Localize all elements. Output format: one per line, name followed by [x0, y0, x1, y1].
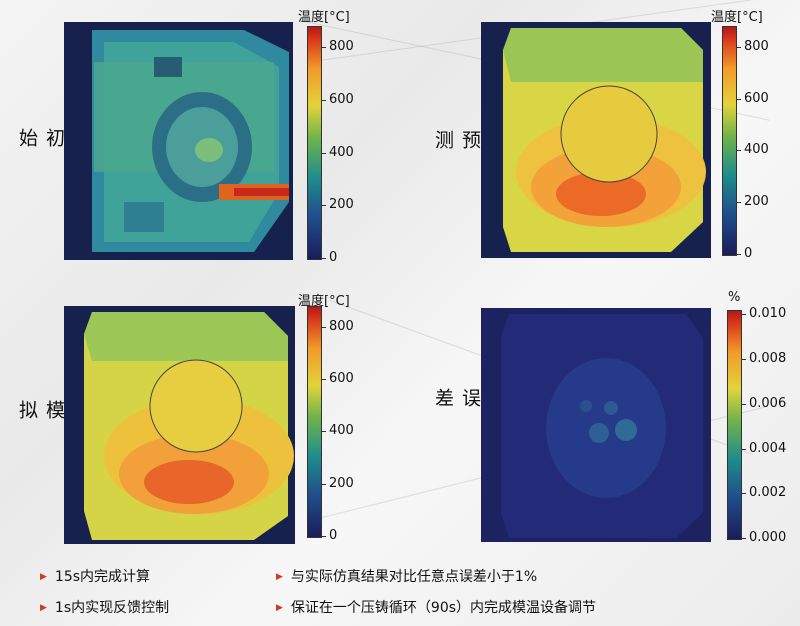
- note-text: 与实际仿真结果对比任意点误差小于1%: [290, 569, 538, 585]
- colorbar-tick-label: 0: [744, 246, 753, 261]
- colorbar-tick-label: 0: [329, 250, 338, 265]
- colorbar-tick-label: 600: [329, 371, 354, 387]
- colorbar: [727, 310, 742, 540]
- colorbar-tick-label: 200: [744, 194, 769, 210]
- heatmap-predicted-svg: [503, 28, 706, 252]
- colorbar-tick-mark: [322, 152, 326, 154]
- heat-region: [503, 28, 703, 82]
- heatmap-relative-error: [481, 308, 711, 542]
- hot-runner-core: [234, 188, 289, 196]
- error-spot: [604, 401, 618, 415]
- colorbar-unit: 温度[°C]: [298, 294, 350, 309]
- panel-label: 模拟: [16, 400, 65, 423]
- bullet-triangle-icon: ▶: [40, 572, 47, 582]
- note-text: 15s内完成计算: [54, 569, 151, 585]
- error-spot: [580, 400, 592, 412]
- colorbar-tick-label: 0.006: [749, 395, 787, 411]
- colorbar-tick-label: 0.004: [749, 440, 787, 456]
- colorbar-tick-label: 400: [329, 144, 354, 160]
- colorbar-tick-mark: [742, 538, 746, 539]
- colorbar-tick-label: 0.008: [749, 351, 787, 367]
- panel-label: 初始: [16, 128, 65, 151]
- colorbar-tick-mark: [322, 258, 326, 259]
- colorbar-tick-label: 200: [329, 475, 354, 491]
- colorbar-tick-label: 800: [744, 38, 769, 54]
- colorbar-tick-mark: [737, 46, 741, 48]
- note-item: ▶ 与实际仿真结果对比任意点误差小于1%: [276, 566, 537, 586]
- colorbar-tick-mark: [322, 205, 326, 207]
- colorbar-tick-label: 800: [329, 39, 354, 55]
- note-item: ▶ 1s内实现反馈控制: [40, 597, 169, 617]
- colorbar-tick-mark: [742, 314, 746, 316]
- colorbar-tick-mark: [322, 483, 326, 485]
- error-spot: [615, 419, 637, 441]
- heatmap-initial-svg: [92, 30, 289, 252]
- hot-zone: [144, 460, 234, 504]
- colorbar-tick-mark: [742, 448, 746, 450]
- bullet-triangle-icon: ▶: [40, 603, 47, 613]
- colorbar-tick-mark: [737, 150, 741, 152]
- colorbar-tick-label: 0: [329, 528, 338, 543]
- colorbar-tick-mark: [742, 403, 746, 405]
- colorbar-tick-mark: [742, 359, 746, 361]
- colorbar-tick-mark: [737, 202, 741, 204]
- heat-region: [84, 312, 288, 361]
- colorbar-tick-mark: [322, 326, 326, 328]
- colorbar-unit: %: [728, 290, 741, 305]
- colorbar: [307, 306, 322, 538]
- colorbar-tick-label: 0.002: [749, 485, 787, 501]
- heatmap-simulated: [64, 306, 295, 544]
- colorbar-tick-mark: [322, 431, 326, 433]
- casting-hub: [195, 138, 223, 162]
- colorbar: [307, 26, 322, 260]
- colorbar-tick-label: 0.000: [749, 530, 787, 545]
- heatmap-simulated-svg: [84, 312, 294, 540]
- colorbar-tick-label: 200: [329, 197, 354, 213]
- note-text: 1s内实现反馈控制: [54, 600, 170, 616]
- note-text: 保证在一个压铸循环（90s）内完成模温设备调节: [290, 600, 597, 616]
- colorbar-tick-label: 400: [329, 423, 354, 439]
- error-spot: [589, 423, 609, 443]
- hot-zone: [556, 172, 646, 216]
- heatmap-predicted: [481, 22, 711, 258]
- mold-insert: [124, 202, 164, 232]
- colorbar-tick-mark: [742, 493, 746, 495]
- bullet-triangle-icon: ▶: [276, 603, 283, 613]
- note-item: ▶ 15s内完成计算: [40, 566, 150, 586]
- panel-label: 预测: [432, 130, 481, 153]
- colorbar-tick-label: 400: [744, 142, 769, 158]
- mold-insert: [154, 57, 182, 77]
- colorbar-tick-label: 0.010: [749, 306, 787, 322]
- colorbar-tick-mark: [322, 99, 326, 101]
- colorbar-unit: 温度[°C]: [298, 10, 350, 25]
- colorbar-tick-mark: [737, 98, 741, 100]
- colorbar-tick-mark: [322, 536, 326, 537]
- bullet-triangle-icon: ▶: [276, 572, 283, 582]
- note-item: ▶ 保证在一个压铸循环（90s）内完成模温设备调节: [276, 597, 596, 617]
- heatmap-initial: [64, 22, 293, 260]
- casting-circle: [149, 359, 243, 453]
- colorbar-unit: 温度[°C]: [711, 10, 763, 25]
- colorbar: [722, 26, 737, 256]
- colorbar-tick-mark: [322, 47, 326, 49]
- colorbar-tick-label: 600: [329, 91, 354, 107]
- colorbar-tick-label: 800: [329, 318, 354, 334]
- colorbar-tick-mark: [737, 254, 741, 255]
- heatmap-relative-error-svg: [501, 314, 703, 538]
- casting-circle: [560, 85, 658, 183]
- colorbar-tick-label: 600: [744, 90, 769, 106]
- colorbar-tick-mark: [322, 379, 326, 381]
